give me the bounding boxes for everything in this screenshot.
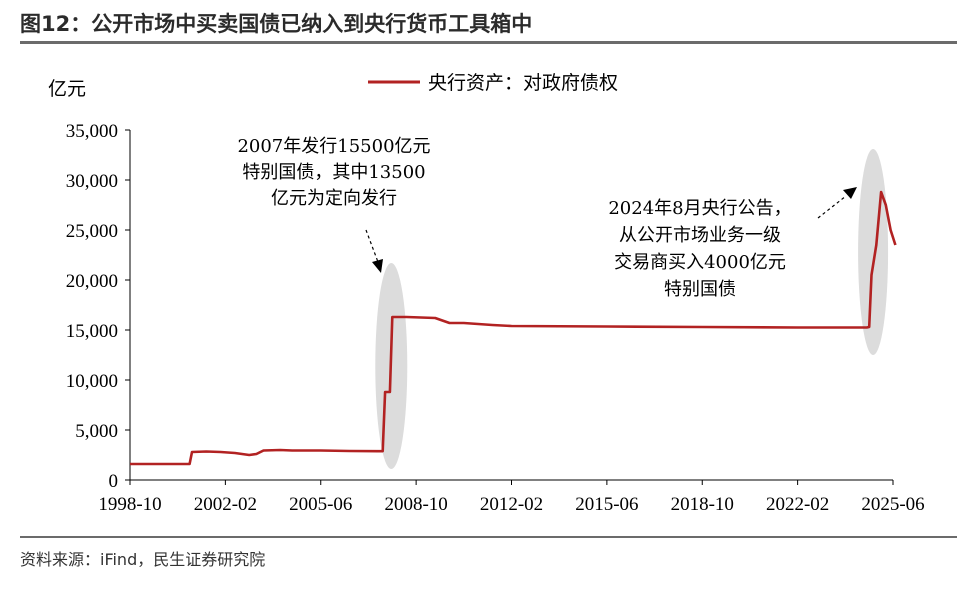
x-tick-label: 2012-02 xyxy=(480,494,543,515)
y-axis-unit-label: 亿元 xyxy=(48,78,87,100)
bottom-divider xyxy=(20,536,957,538)
x-tick-label: 2015-06 xyxy=(575,494,638,515)
annotation-2007-line: 亿元为定向发行 xyxy=(271,188,397,209)
y-tick-label: 25,000 xyxy=(66,221,118,242)
annotation-2007-line: 2007年发行15500亿元 xyxy=(237,136,430,157)
annotation-2024-arrow-shaft xyxy=(817,195,847,219)
x-tick-label: 2008-10 xyxy=(384,494,447,515)
annotation-2024-line: 2024年8月央行公告， xyxy=(608,198,791,219)
y-tick-label: 20,000 xyxy=(66,271,118,292)
y-tick-label: 15,000 xyxy=(66,321,118,342)
annotation-2007-arrow-head xyxy=(372,259,383,273)
y-tick-label: 5,000 xyxy=(75,421,118,442)
x-tick-label: 2005-06 xyxy=(289,494,352,515)
y-tick-label: 35,000 xyxy=(66,121,118,142)
top-divider xyxy=(20,41,957,44)
series-line-govt-claims xyxy=(130,190,897,466)
source-note: 资料来源：iFind，民生证券研究院 xyxy=(20,550,266,569)
annotation-2024-line: 交易商买入4000亿元 xyxy=(614,252,786,273)
annotation-2024-line: 从公开市场业务一级 xyxy=(619,225,781,246)
annotation-2024-line: 特别国债 xyxy=(664,279,736,300)
annotation-2007-line: 特别国债，其中13500 xyxy=(242,162,425,183)
annotation-2007-arrow-shaft xyxy=(365,229,379,263)
figure-title: 图12：公开市场中买卖国债已纳入到央行货币工具箱中 xyxy=(20,12,533,36)
x-tick-label: 2002-02 xyxy=(194,494,257,515)
figure-header: 图12：公开市场中买卖国债已纳入到央行货币工具箱中 xyxy=(0,0,977,44)
legend-label: 央行资产：对政府债权 xyxy=(428,72,618,94)
y-tick-label: 10,000 xyxy=(66,371,118,392)
annotation-2024-arrow-head xyxy=(843,187,857,199)
x-tick-label: 2018-10 xyxy=(671,494,734,515)
y-tick-label: 30,000 xyxy=(66,171,118,192)
y-tick-label: 0 xyxy=(109,471,119,492)
x-tick-label: 1998-10 xyxy=(98,494,161,515)
x-tick-label: 2025-06 xyxy=(861,494,924,515)
x-tick-label: 2022-02 xyxy=(766,494,829,515)
highlight-ellipse-2024 xyxy=(858,149,889,355)
